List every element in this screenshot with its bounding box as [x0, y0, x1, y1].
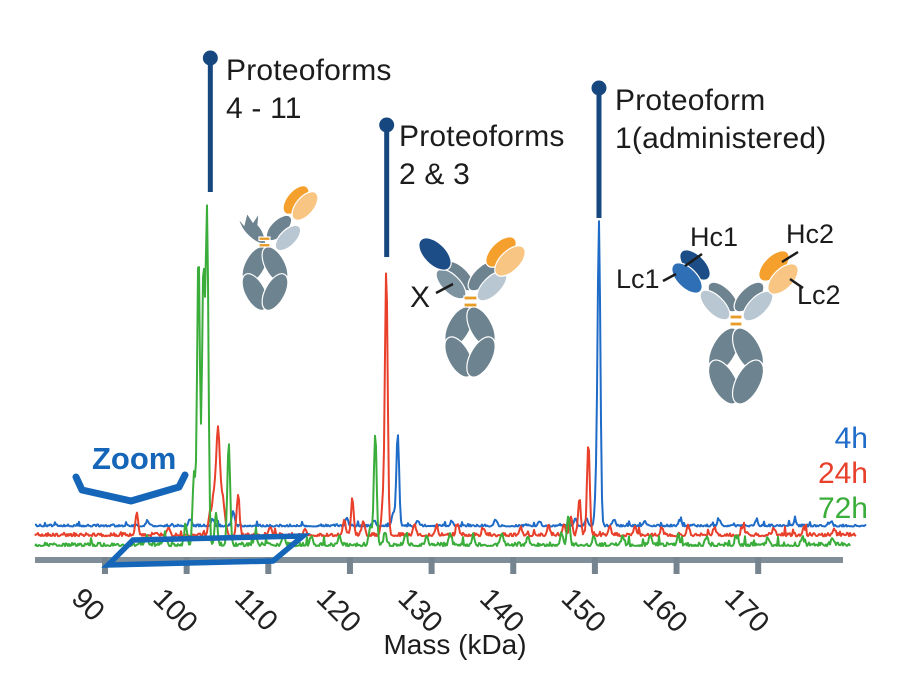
- label-hc1: Hc1: [690, 222, 739, 252]
- antibody-diagram-proteoforms-4-11: [237, 185, 319, 311]
- lc-tip: [494, 245, 526, 277]
- axis-tick: [591, 557, 598, 574]
- annotation-line: 1(administered): [615, 122, 827, 155]
- annotation-proteoform-1: Proteoform 1(administered): [615, 82, 826, 158]
- lc2-tip: [767, 263, 799, 295]
- antibody-body: [237, 185, 319, 311]
- mass-axis: [35, 557, 843, 563]
- lc-tip: [291, 191, 319, 221]
- hinge-bond: [258, 236, 271, 242]
- zoom-bracket-icon: [72, 471, 189, 505]
- x-axis-title: Mass (kDa): [383, 629, 527, 660]
- hinge-bond: [258, 242, 271, 248]
- annotation-pin-dot: [379, 117, 395, 133]
- annotation-line: Proteoform: [615, 84, 766, 117]
- label-lc2: Lc2: [797, 280, 841, 310]
- axis-tick: [428, 557, 435, 574]
- lc2-pointer-line: [789, 277, 804, 290]
- hinge-bond: [463, 302, 478, 308]
- hc1-pointer-line: [684, 252, 703, 268]
- time-legend: 4h 24h 72h: [818, 421, 868, 526]
- annotation-line: Proteoforms: [226, 54, 392, 87]
- hc2-pointer-line: [781, 250, 799, 264]
- axis-tick: [673, 557, 680, 574]
- axis-tick: [346, 557, 353, 574]
- label-x-modification: X: [410, 281, 431, 314]
- legend-24h: 24h: [817, 457, 868, 490]
- antibody-diagram-proteoform-1: [671, 249, 799, 405]
- annotation-line: 4 - 11: [226, 92, 302, 125]
- trace-24h: [34, 272, 857, 538]
- annotation-pin-dot: [591, 80, 607, 96]
- zoom-label: Zoom: [92, 441, 177, 476]
- annotation-pin-dot: [202, 50, 218, 66]
- x-marker-line: [435, 282, 454, 295]
- axis-tick: [265, 557, 272, 574]
- hinge-bond: [729, 314, 743, 320]
- lc1-tip: [671, 262, 703, 294]
- axis-tick: [510, 557, 517, 574]
- hinge-bond: [463, 295, 478, 301]
- axis-tick: [755, 557, 762, 574]
- annotation-proteoforms-4-11: Proteoforms 4 - 11: [226, 52, 392, 128]
- hinge-bond: [729, 321, 743, 327]
- label-lc1: Lc1: [616, 264, 660, 294]
- antibody-body: [671, 249, 799, 405]
- modified-chain-tip: [418, 237, 452, 271]
- trace-4h: [34, 220, 867, 528]
- zoom-region-outline: [101, 533, 311, 568]
- legend-72h: 72h: [817, 492, 868, 525]
- annotation-line: Proteoforms: [399, 120, 565, 153]
- annotation-proteoforms-2-3: Proteoforms 2 & 3: [399, 118, 565, 194]
- trace-72h: [34, 204, 851, 548]
- annotation-line: 2 & 3: [399, 158, 471, 191]
- legend-4h: 4h: [834, 422, 868, 455]
- lc1-pointer-line: [662, 272, 677, 283]
- label-hc2: Hc2: [786, 219, 835, 249]
